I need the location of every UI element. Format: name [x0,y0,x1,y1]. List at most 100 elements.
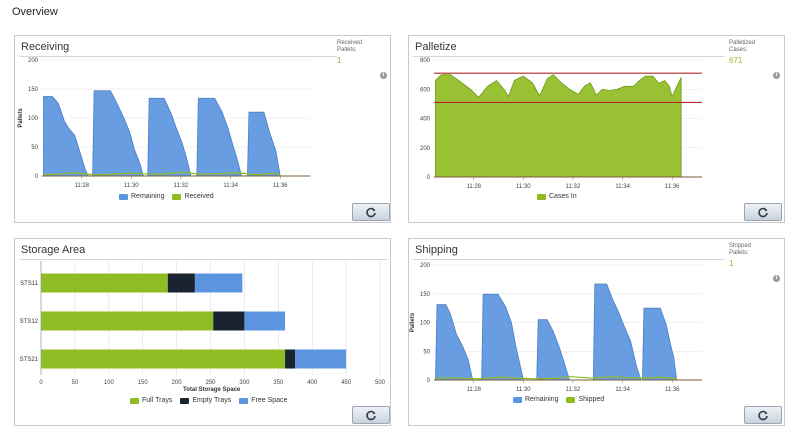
palletize-chart: 0 200 400 600 800 11:28 11:30 11:32 11:34 11:36 [420,58,702,190]
x-tick-label: 350 [273,380,284,386]
series-line-shipped [435,375,677,380]
bar-full-trays [41,349,286,369]
legend-remaining: Remaining [119,193,164,200]
storage-refresh-button[interactable] [352,406,390,424]
y-tick-label: 100 [420,321,431,327]
x-tick-label: 500 [375,380,386,386]
x-tick-label: 0 [39,380,43,386]
bar-empty-trays [285,349,296,369]
x-tick-label: 11:34 [223,183,238,189]
x-tick-label: 11:36 [273,183,288,189]
storage-legend: Full Trays Empty Trays Free Space [130,397,287,404]
y-tick-label: 200 [420,263,431,269]
refresh-icon [758,207,768,218]
y-tick-label: 200 [420,146,431,152]
y-tick-label: 100 [28,116,39,122]
x-tick-label: 200 [172,380,183,386]
refresh-icon [366,410,376,421]
info-icon[interactable]: i [380,72,387,79]
y-axis-label: Pallets [18,108,24,128]
y-tick-label: 0 [35,174,39,180]
palletize-refresh-button[interactable] [744,203,782,221]
palletize-title: Palletize [415,41,457,53]
x-tick-label: 11:34 [615,387,630,393]
bar-empty-trays [167,273,195,293]
x-tick-label: 100 [104,380,115,386]
palletize-title-rule [413,56,725,57]
y-tick-label: 150 [28,87,39,93]
receiving-refresh-button[interactable] [352,203,390,221]
bar-free-space [194,273,243,293]
x-tick-label: 11:30 [516,387,531,393]
category-label: STS11 [20,281,39,287]
shipping-legend: Remaining Shipped [513,396,604,403]
x-tick-label: 11:30 [516,184,531,190]
palletized-cases-value: 671 [729,56,743,65]
receiving-panel: Receiving Received Pallets: 1 i 0 50 100 15… [14,35,391,223]
legend-received: Received [172,193,214,200]
x-tick-label: 11:32 [566,184,581,190]
shipped-pallets-label: Shipped Pallets: [729,243,752,256]
bar-empty-trays [213,311,245,331]
x-tick-label: 11:36 [665,184,680,190]
refresh-icon [366,207,376,218]
x-tick-label: 11:34 [615,184,630,190]
bar-free-space [295,349,347,369]
bar-full-trays [41,311,214,331]
x-tick-label: 11:36 [665,387,680,393]
y-tick-label: 0 [427,175,431,181]
series-area-remaining [435,283,678,381]
x-tick-label: 11:32 [174,183,189,189]
x-tick-label: 450 [341,380,352,386]
receiving-legend: Remaining Received [119,193,214,200]
y-tick-label: 50 [423,349,430,355]
shipped-pallets-value: 1 [729,259,734,268]
received-pallets-value: 1 [337,56,342,65]
y-tick-label: 50 [31,145,38,151]
shipping-refresh-button[interactable] [744,406,782,424]
palletize-panel: Palletize Palletized Cases: 671 i 0 200 40… [408,35,785,223]
bar-free-space [244,311,286,331]
x-tick-label: 11:28 [74,183,89,189]
series-area-remaining [43,90,281,177]
shipping-title: Shipping [415,244,458,256]
info-icon[interactable]: i [773,72,780,79]
receiving-chart: 0 50 100 150 200 11:28 11:30 11:32 11:34 11:36 Pal… [18,58,310,189]
x-tick-label: 300 [239,380,250,386]
y-tick-label: 200 [28,58,39,64]
legend-empty-trays: Empty Trays [180,397,231,404]
y-tick-label: 600 [420,87,431,93]
x-tick-label: 50 [72,380,79,386]
info-icon[interactable]: i [773,275,780,282]
y-tick-label: 800 [420,58,431,64]
x-tick-label: 250 [205,380,216,386]
shipping-title-rule [413,259,725,260]
x-tick-label: 150 [138,380,149,386]
legend-free-space: Free Space [239,397,287,404]
storage-panel: Storage Area 0 50 100 150 200 250 300 350 400 450… [14,238,391,426]
storage-chart: 0 50 100 150 200 250 300 350 400 450 500 STS11 STS12… [20,261,386,386]
received-pallets-label: Received Pallets: [337,40,363,53]
palletize-legend: Cases In [537,193,577,200]
x-tick-label: 11:32 [566,387,581,393]
bar-full-trays [41,273,168,293]
refresh-icon [758,410,768,421]
shipping-chart: 0 50 100 150 200 11:28 11:30 11:32 11:34 11:36 Pal… [410,263,702,393]
y-tick-label: 400 [420,117,431,123]
category-label: STS12 [20,319,39,325]
receiving-title: Receiving [21,41,70,53]
y-axis-label: Pallets [410,312,416,332]
storage-xlabel: Total Storage Space [183,387,241,393]
series-area-cases-in [435,74,682,178]
palletized-cases-label: Palletized Cases: [729,40,756,53]
receiving-title-rule [19,56,337,57]
legend-cases-in: Cases In [537,193,577,200]
y-tick-label: 150 [420,292,431,298]
legend-shipped: Shipped [566,396,604,403]
storage-title: Storage Area [21,244,86,256]
legend-remaining: Remaining [513,396,558,403]
legend-full-trays: Full Trays [130,397,172,404]
shipping-panel: Shipping Shipped Pallets: 1 i 0 50 100 150 2… [408,238,785,426]
page-title: Overview [12,6,58,18]
storage-title-rule [19,259,387,260]
